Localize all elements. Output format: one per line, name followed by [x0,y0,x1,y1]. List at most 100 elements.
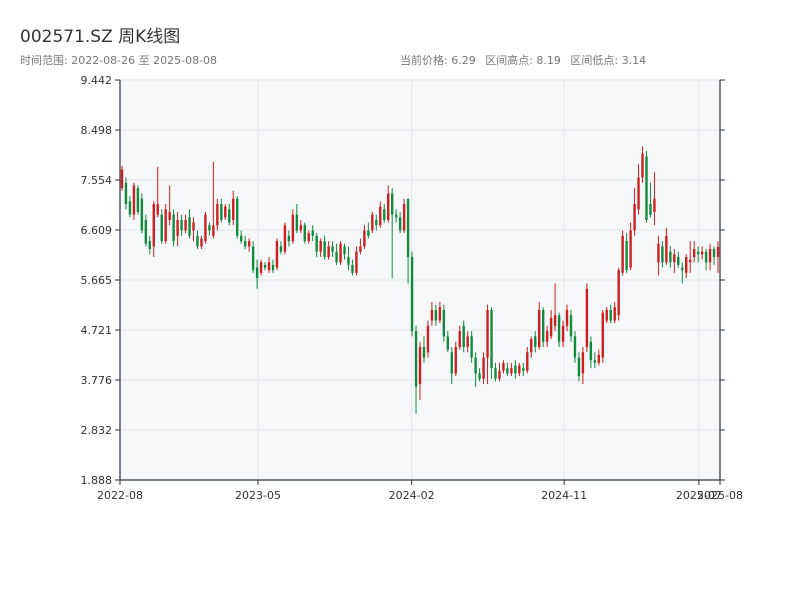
candle-body [148,241,151,250]
candle-body [387,193,390,220]
candle-body [184,219,187,231]
candle-body [228,209,231,223]
axes-group: 1.888 2.832 3.776 4.721 5.665 6.609 7.554 8.498… [81,74,743,502]
x-tick-label: 2023-05 [235,489,281,502]
candle-body [426,325,430,353]
candle-body [609,309,612,321]
candle-body [371,214,374,231]
candle-body [593,360,597,363]
candle-body [677,256,680,265]
candle-body [379,206,382,226]
chart-title: 002571.SZ 周K线图 [20,27,181,47]
candle-body [414,331,418,387]
candle-body [307,233,310,242]
y-tick-label: 8.498 [81,124,113,137]
candle-body [200,238,203,247]
candle-body [132,185,136,215]
candle-body [549,317,553,337]
y-tick-label: 6.609 [81,224,113,237]
candle-body [625,241,628,271]
candle-body [669,251,672,263]
candle-body [359,246,362,252]
candle-body [530,339,533,353]
candle-body [216,204,219,226]
candle-body [601,312,604,358]
candle-body [470,336,473,358]
candle-body [708,249,712,263]
candle-body [589,341,593,361]
y-tick-label: 4.721 [81,324,113,337]
candle-body [585,288,589,347]
candle-body [383,209,386,220]
candle-body [689,259,692,263]
candle-body [557,315,561,342]
y-tick-label: 3.776 [81,374,113,387]
candle-body [569,315,573,337]
candle-body [502,362,505,371]
candle-body [224,206,227,218]
candle-body [240,235,243,242]
candle-body [247,241,251,247]
candle-body [685,256,688,273]
candle-body [124,182,128,205]
candle-body [343,246,346,255]
candle-body [514,365,517,374]
candle-body [299,225,302,231]
candle-body [279,246,283,252]
candle-body [156,204,159,215]
candle-body [402,204,406,231]
candle-body [176,219,179,236]
candle-body [355,251,358,273]
candle-body [287,235,291,242]
candle-body [438,307,442,321]
candle-body [208,225,211,231]
candle-body [637,177,640,210]
candle-body [271,264,275,271]
candle-body [494,368,497,379]
candle-body [267,262,271,271]
range-low-stat: 区间低点: 3.14 [570,54,647,67]
candles-group [120,146,720,414]
candle-body [490,309,493,369]
candle-body [390,193,394,215]
candle-body [553,315,557,326]
candle-body [243,241,247,247]
candle-body [704,251,708,263]
candle-body [192,222,195,231]
candle-body [152,204,155,247]
candle-body [335,251,338,263]
candle-body [331,246,334,252]
candle-body [295,214,299,231]
candle-body [522,368,525,371]
candle-body [696,251,700,255]
candle-body [482,357,485,379]
candle-body [613,307,616,321]
candle-body [629,230,632,268]
candle-body [581,352,585,374]
candle-body [597,354,600,363]
candle-body [538,309,541,347]
price-stats: 当前价格: 6.29 区间高点: 8.19 区间低点: 3.14 [400,52,652,68]
candle-body [172,214,175,242]
candle-body [311,230,314,236]
candle-body [251,246,255,271]
candle-body [645,156,648,220]
candle-body [255,267,259,279]
candle-body [430,309,434,321]
candle-body [263,264,267,268]
candle-body [204,214,207,242]
candle-body [621,235,624,273]
candle-body [617,270,620,316]
y-tick-label: 7.554 [81,174,113,187]
candle-body [712,249,716,257]
candle-body [164,209,167,242]
candle-body [661,246,664,263]
candle-body [434,309,438,321]
candle-body [486,309,489,358]
candle-body [180,219,183,231]
candle-body [700,251,704,255]
candle-body [454,346,457,374]
candle-body [394,214,398,218]
candle-body [212,225,215,236]
candle-body [160,214,163,242]
